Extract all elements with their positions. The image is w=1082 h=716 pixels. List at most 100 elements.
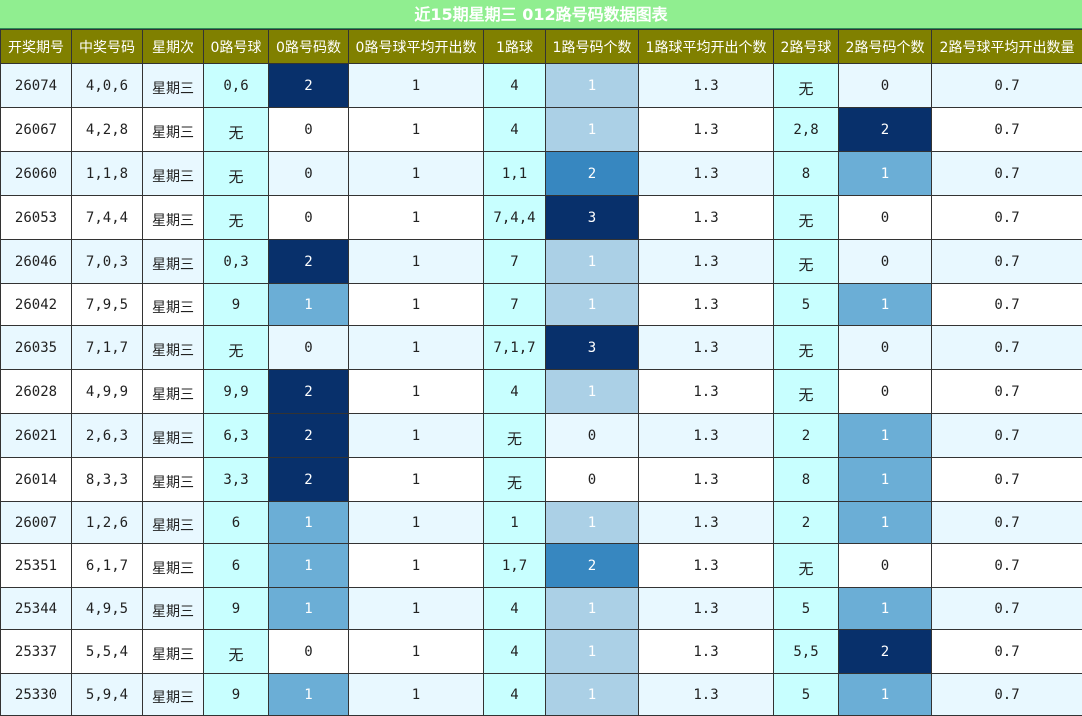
header-route2-count: 2路号码个数 <box>839 30 932 64</box>
cell-route2-avg: 0.7 <box>932 674 1082 716</box>
cell-route1-count: 3 <box>546 196 639 240</box>
cell-route1-count: 1 <box>546 370 639 414</box>
cell-route1-balls: 7,4,4 <box>484 196 546 240</box>
cell-numbers: 7,9,5 <box>72 284 143 326</box>
cell-route0-count: 0 <box>269 152 349 196</box>
cell-route0-avg: 1 <box>349 502 484 544</box>
cell-numbers: 7,0,3 <box>72 240 143 284</box>
chart-title: 近15期星期三 012路号码数据图表 <box>0 0 1082 29</box>
cell-route0-balls: 9 <box>204 588 269 630</box>
cell-route1-avg: 1.3 <box>639 284 774 326</box>
cell-route1-balls: 4 <box>484 370 546 414</box>
cell-route0-avg: 1 <box>349 630 484 674</box>
header-route1-balls: 1路球 <box>484 30 546 64</box>
cell-numbers: 7,1,7 <box>72 326 143 370</box>
cell-route2-balls: 8 <box>774 152 839 196</box>
cell-route2-balls: 无 <box>774 64 839 108</box>
cell-numbers: 2,6,3 <box>72 414 143 458</box>
cell-weekday: 星期三 <box>143 544 204 588</box>
cell-route2-balls: 5 <box>774 588 839 630</box>
cell-route1-count: 1 <box>546 64 639 108</box>
chart-root: 近15期星期三 012路号码数据图表 开奖期号 中奖号码 星期次 0路号球 0路… <box>0 0 1082 633</box>
cell-route0-avg: 1 <box>349 240 484 284</box>
cell-numbers: 5,5,4 <box>72 630 143 674</box>
cell-numbers: 4,9,5 <box>72 588 143 630</box>
data-table: 开奖期号 中奖号码 星期次 0路号球 0路号码数 0路号球平均开出数 1路球 1… <box>0 29 1082 716</box>
cell-route1-avg: 1.3 <box>639 152 774 196</box>
header-route0-count: 0路号码数 <box>269 30 349 64</box>
cell-issue: 25337 <box>1 630 72 674</box>
cell-route0-count: 2 <box>269 458 349 502</box>
cell-route1-avg: 1.3 <box>639 326 774 370</box>
cell-route0-count: 0 <box>269 630 349 674</box>
cell-route2-avg: 0.7 <box>932 370 1082 414</box>
cell-route2-avg: 0.7 <box>932 588 1082 630</box>
cell-route2-balls: 2 <box>774 414 839 458</box>
cell-route2-avg: 0.7 <box>932 152 1082 196</box>
cell-weekday: 星期三 <box>143 240 204 284</box>
cell-route0-balls: 9 <box>204 674 269 716</box>
cell-route1-count: 1 <box>546 630 639 674</box>
cell-numbers: 4,2,8 <box>72 108 143 152</box>
cell-issue: 26042 <box>1 284 72 326</box>
cell-weekday: 星期三 <box>143 64 204 108</box>
cell-route0-balls: 无 <box>204 196 269 240</box>
cell-route2-avg: 0.7 <box>932 414 1082 458</box>
cell-route1-count: 1 <box>546 240 639 284</box>
cell-route0-count: 0 <box>269 196 349 240</box>
cell-route2-balls: 2,8 <box>774 108 839 152</box>
cell-numbers: 1,1,8 <box>72 152 143 196</box>
cell-numbers: 1,2,6 <box>72 502 143 544</box>
cell-route1-balls: 1,1 <box>484 152 546 196</box>
cell-numbers: 5,9,4 <box>72 674 143 716</box>
cell-route1-balls: 7 <box>484 284 546 326</box>
cell-weekday: 星期三 <box>143 414 204 458</box>
cell-route1-count: 1 <box>546 674 639 716</box>
cell-route1-balls: 4 <box>484 630 546 674</box>
cell-route2-avg: 0.7 <box>932 502 1082 544</box>
header-route1-avg: 1路球平均开出个数 <box>639 30 774 64</box>
cell-numbers: 7,4,4 <box>72 196 143 240</box>
cell-route1-balls: 4 <box>484 64 546 108</box>
cell-route1-balls: 7,1,7 <box>484 326 546 370</box>
cell-route2-avg: 0.7 <box>932 64 1082 108</box>
cell-issue: 26021 <box>1 414 72 458</box>
cell-route0-avg: 1 <box>349 108 484 152</box>
cell-weekday: 星期三 <box>143 674 204 716</box>
cell-route1-avg: 1.3 <box>639 108 774 152</box>
cell-route1-count: 1 <box>546 502 639 544</box>
cell-route0-avg: 1 <box>349 326 484 370</box>
cell-route0-balls: 0,3 <box>204 240 269 284</box>
cell-route2-avg: 0.7 <box>932 196 1082 240</box>
cell-route0-avg: 1 <box>349 196 484 240</box>
cell-route2-avg: 0.7 <box>932 326 1082 370</box>
cell-numbers: 4,0,6 <box>72 64 143 108</box>
cell-weekday: 星期三 <box>143 196 204 240</box>
header-numbers: 中奖号码 <box>72 30 143 64</box>
cell-weekday: 星期三 <box>143 152 204 196</box>
cell-issue: 26046 <box>1 240 72 284</box>
cell-route1-avg: 1.3 <box>639 630 774 674</box>
cell-route0-count: 1 <box>269 674 349 716</box>
cell-route0-avg: 1 <box>349 64 484 108</box>
cell-weekday: 星期三 <box>143 588 204 630</box>
cell-route0-count: 2 <box>269 370 349 414</box>
cell-issue: 26028 <box>1 370 72 414</box>
cell-route1-count: 3 <box>546 326 639 370</box>
cell-route0-count: 0 <box>269 108 349 152</box>
cell-route1-avg: 1.3 <box>639 544 774 588</box>
cell-weekday: 星期三 <box>143 326 204 370</box>
cell-issue: 26014 <box>1 458 72 502</box>
cell-numbers: 8,3,3 <box>72 458 143 502</box>
cell-weekday: 星期三 <box>143 630 204 674</box>
cell-route1-balls: 4 <box>484 588 546 630</box>
